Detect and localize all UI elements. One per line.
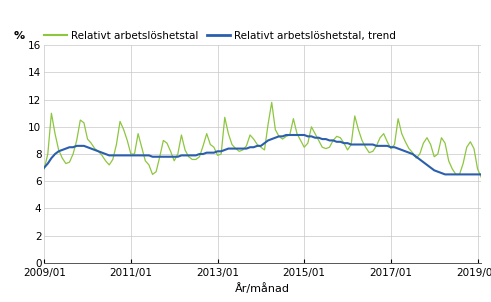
X-axis label: År/månad: År/månad — [235, 283, 290, 294]
Text: %: % — [14, 31, 25, 41]
Legend: Relativt arbetslöshetstal, Relativt arbetslöshetstal, trend: Relativt arbetslöshetstal, Relativt arbe… — [44, 31, 396, 41]
